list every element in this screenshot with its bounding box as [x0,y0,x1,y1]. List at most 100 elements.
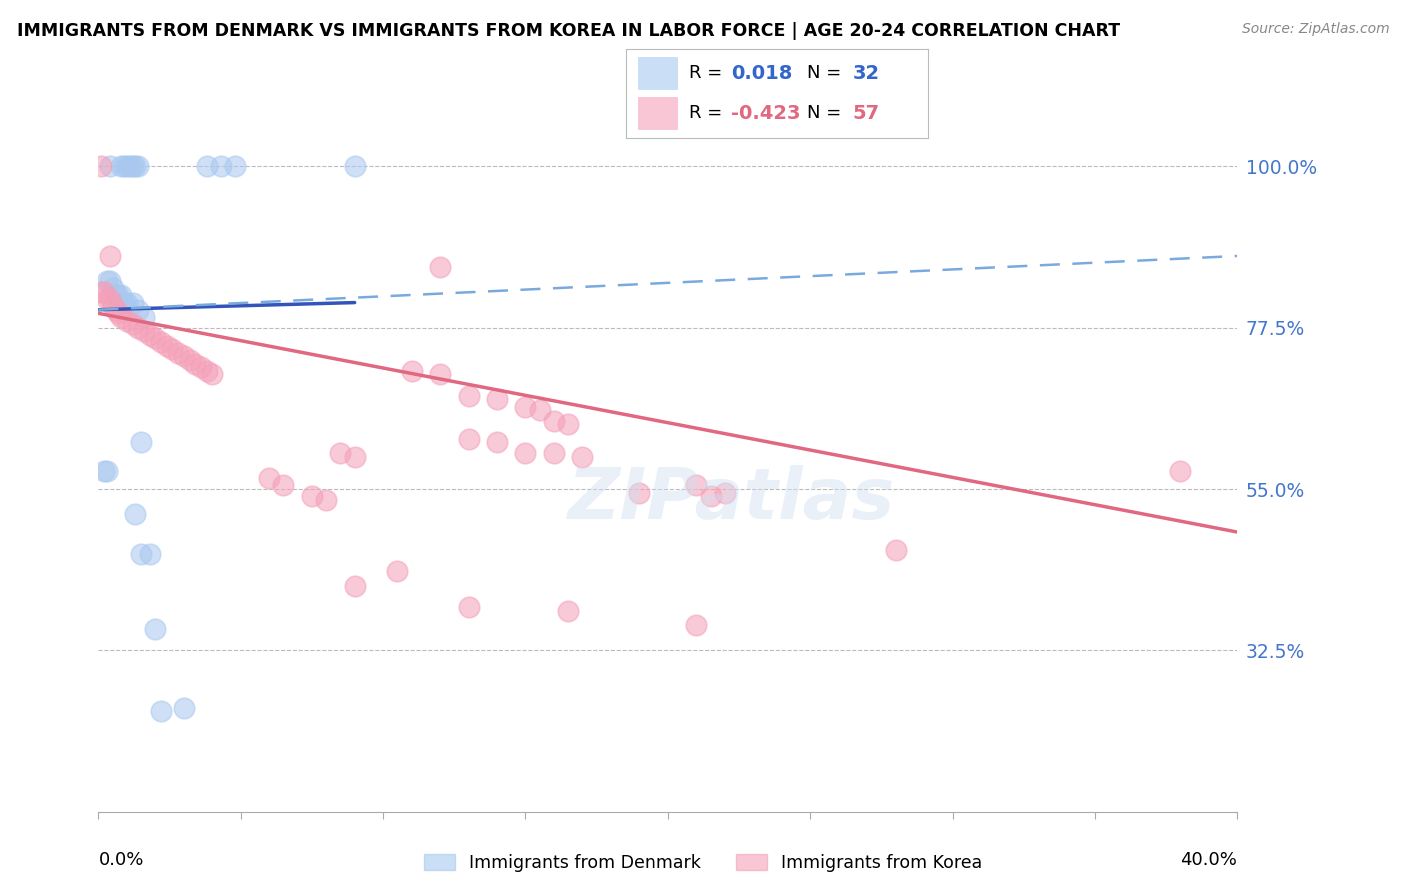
Point [93,464,115,478]
Point [343,159,366,173]
Point [110,288,132,302]
Bar [638,57,678,89]
Point [628,485,651,500]
Legend: Immigrants from Denmark, Immigrants from Korea: Immigrants from Denmark, Immigrants from… [418,847,988,879]
Point [150,334,173,349]
Point [98,249,121,263]
Point [401,364,423,378]
Point [93,285,115,299]
Point [429,260,451,274]
Point [96,292,118,306]
Point [110,159,132,173]
Point [201,368,224,382]
Point [98,292,121,306]
Point [515,400,537,414]
Point [112,295,135,310]
Point [1170,464,1192,478]
Point [429,368,451,382]
Point [190,360,212,375]
Point [685,618,707,632]
Text: 0.018: 0.018 [731,63,793,83]
Point [543,414,565,428]
Point [121,159,143,173]
Point [150,704,173,718]
Point [96,274,118,288]
Point [343,450,366,464]
Point [127,320,149,334]
Point [104,302,127,317]
Text: R =: R = [689,104,728,122]
Text: Source: ZipAtlas.com: Source: ZipAtlas.com [1241,22,1389,37]
Text: IMMIGRANTS FROM DENMARK VS IMMIGRANTS FROM KOREA IN LABOR FORCE | AGE 20-24 CORR: IMMIGRANTS FROM DENMARK VS IMMIGRANTS FR… [17,22,1121,40]
Point [529,403,551,417]
Point [124,159,146,173]
Point [515,446,537,460]
Point [343,579,366,593]
Point [884,543,907,558]
Point [209,159,232,173]
Point [557,604,579,618]
Point [457,389,479,403]
Point [184,357,207,371]
Point [145,331,167,345]
Point [273,478,295,492]
Point [115,313,138,327]
Point [195,159,218,173]
Point [132,324,155,338]
Point [124,507,146,521]
Point [179,353,201,368]
Text: 40.0%: 40.0% [1181,851,1237,869]
Point [115,295,138,310]
Point [714,485,737,500]
Point [115,159,138,173]
Point [127,302,149,317]
Point [195,364,218,378]
Point [156,338,179,352]
Point [127,159,149,173]
Point [571,450,593,464]
Point [96,464,118,478]
Text: 0.0%: 0.0% [98,851,143,869]
Point [486,392,509,407]
Point [98,159,121,173]
Bar [638,97,678,129]
Point [107,288,129,302]
Text: N =: N = [807,64,846,82]
Point [486,435,509,450]
Point [301,489,323,503]
Text: R =: R = [689,64,728,82]
Point [224,159,246,173]
Point [138,327,160,342]
Point [387,565,409,579]
Point [173,700,195,714]
Point [162,342,184,356]
Point [329,446,352,460]
Text: 57: 57 [852,103,880,123]
Point [129,547,152,561]
Point [132,310,155,324]
Point [110,310,132,324]
Point [90,159,112,173]
Point [138,547,160,561]
Point [112,159,135,173]
Point [173,350,195,364]
Point [457,432,479,446]
Point [557,417,579,432]
Text: 32: 32 [852,63,880,83]
Point [101,281,124,295]
Point [101,299,124,313]
Point [129,435,152,450]
Point [685,478,707,492]
Point [145,622,167,636]
Point [90,285,112,299]
Point [98,274,121,288]
Point [543,446,565,460]
Point [107,306,129,320]
Text: -0.423: -0.423 [731,103,801,123]
Point [315,492,337,507]
Point [118,159,141,173]
Point [457,600,479,615]
Text: N =: N = [807,104,846,122]
Text: ZIPatlas: ZIPatlas [568,465,894,534]
Point [167,345,190,359]
